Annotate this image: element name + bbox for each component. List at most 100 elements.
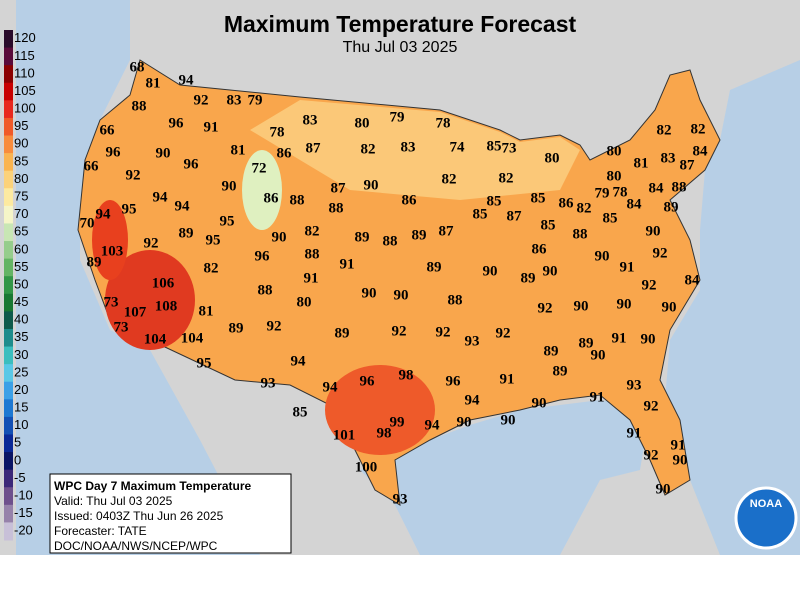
temperature-label: 85 [541,217,556,233]
pacific-ocean [16,0,260,555]
temperature-label: 88 [290,192,305,208]
gulf-of-mexico [360,400,650,555]
temperature-label: 83 [303,112,318,128]
temperature-label: 88 [258,282,273,298]
temperature-label: 94 [153,189,169,205]
info-line: Valid: Thu Jul 03 2025 [54,494,173,508]
legend-label: 35 [14,329,28,344]
temperature-label: 92 [392,323,407,339]
legend-label: -10 [14,487,33,502]
temperature-label: 90 [543,263,558,279]
temperature-label: 88 [672,179,687,195]
temperature-label: 89 [229,320,244,336]
temperature-label: 92 [644,447,659,463]
temperature-label: 85 [531,190,546,206]
legend-swatch [4,82,13,101]
temperature-label: 91 [627,425,642,441]
legend-label: 55 [14,259,28,274]
legend-label: 70 [14,206,28,221]
legend-label: 5 [14,435,21,450]
legend-label: -15 [14,505,33,520]
info-box-frame [49,473,292,554]
temperature-label: 79 [595,185,610,201]
legend-swatch [4,117,13,137]
desert-hot-zone [105,250,195,350]
legend-swatch [4,487,13,506]
temperature-label: 104 [144,331,167,347]
temperature-label: 87 [331,180,347,196]
temperature-label: 89 [544,343,559,359]
temperature-label: 91 [304,270,319,286]
temperature-label: 89 [355,229,370,245]
info-box [49,473,292,554]
temperature-label: 84 [627,196,643,212]
temperature-label: 89 [579,335,594,351]
temperature-label: 81 [231,142,246,158]
temperature-label: 94 [291,353,307,369]
legend-label: 105 [14,83,36,98]
temperature-label: 90 [617,296,632,312]
temperature-label: 89 [521,270,536,286]
temperature-label: 94 [175,198,191,214]
temperature-label: 73 [502,140,517,156]
temperature-label: 85 [603,210,618,226]
temperature-label: 90 [574,298,589,314]
temperature-label: 80 [355,115,370,131]
temperature-label: 98 [377,425,392,441]
temperature-label: 86 [532,241,548,257]
temperature-label: 89 [664,199,679,215]
temperature-label: 92 [267,318,282,334]
temperature-label: 93 [393,491,408,507]
temperature-label: 89 [87,254,102,270]
temperature-label: 90 [591,347,606,363]
temperature-label: 86 [559,195,575,211]
temperature-label: 101 [333,427,356,443]
legend-label: 40 [14,312,28,327]
subtitle: Thu Jul 03 2025 [343,39,458,56]
temperature-label: 89 [427,259,442,275]
temperature-label: 78 [436,115,451,131]
legend-label: 65 [14,224,28,239]
temperature-label: 87 [306,140,322,156]
legend-label: 10 [14,417,28,432]
valley-hot-zone [92,200,128,280]
legend-swatch [4,241,13,260]
logo-text: NOAA [750,498,782,510]
temperature-label: 84 [685,272,701,288]
temperature-label: 92 [126,167,141,183]
temperature-label: 91 [204,119,219,135]
temperature-label: 89 [179,225,194,241]
temperature-label: 94 [323,379,339,395]
temperature-label: 79 [248,92,263,108]
legend-label: 80 [14,171,28,186]
legend-swatch [4,65,13,84]
temperature-label: 85 [473,206,488,222]
temperature-label: 95 [220,213,235,229]
temperature-label: 92 [644,398,659,414]
temperature-label: 83 [661,150,676,166]
legend-label: 120 [14,30,36,45]
temperature-label: 73 [104,294,119,310]
info-line: WPC Day 7 Maximum Temperature [54,479,251,493]
legend-label: -20 [14,523,33,538]
legend-swatch [4,416,13,435]
legend-swatch [4,434,13,453]
temperature-label: 90 [362,285,377,301]
temperature-label: 90 [364,177,379,193]
temperature-label: 81 [199,303,214,319]
temperature-label: 90 [673,452,688,468]
legend-label: 95 [14,118,28,133]
temperature-label: 108 [155,298,178,314]
temperature-label: 83 [227,92,242,108]
texas-hot-zone [325,365,435,455]
legend-swatch [4,205,13,224]
temperature-label: 96 [106,144,122,160]
temperature-label: 88 [573,226,588,242]
temperature-label: 90 [646,223,661,239]
temperature-label: 91 [500,371,515,387]
temperature-label: 93 [465,333,480,349]
legend-label: 30 [14,347,28,362]
legend-swatch [4,188,13,207]
temperature-label: 83 [401,139,416,155]
